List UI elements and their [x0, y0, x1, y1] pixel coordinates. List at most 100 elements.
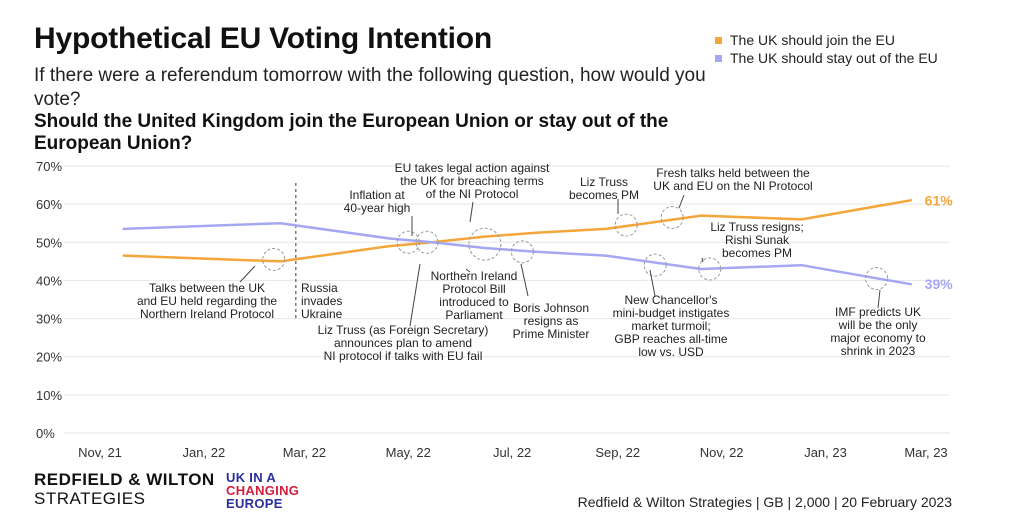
series-line-join — [122, 199, 912, 263]
legend-item-join: The UK should join the EU — [715, 31, 938, 49]
annotation-line: major economy to — [830, 331, 926, 345]
annotation-connector — [877, 289, 881, 309]
annotation-line: will be the only — [838, 318, 918, 332]
end-value-label: 39% — [925, 276, 954, 292]
y-tick-label: 10% — [36, 388, 62, 403]
chart-subtitle: If there were a referendum tomorrow with… — [34, 65, 706, 110]
y-tick-label: 60% — [36, 197, 62, 212]
data-point — [534, 231, 538, 234]
annotation-line: EU takes legal action against — [395, 161, 550, 175]
annotation-text-inflation: Inflation at 40-year high — [344, 188, 411, 215]
end-value-label: 61% — [925, 192, 954, 208]
data-point — [909, 199, 912, 202]
annotation-circle — [698, 257, 722, 281]
x-tick-label: Mar, 22 — [283, 445, 326, 460]
annotation-line: becomes PM — [722, 246, 792, 260]
y-tick-label: 20% — [36, 350, 62, 365]
data-point — [604, 227, 608, 231]
chart-title: Hypothetical EU Voting Intention — [34, 22, 493, 55]
x-tick-label: Jul, 22 — [493, 445, 531, 460]
legend-label-join: The UK should join the EU — [730, 32, 895, 48]
x-tick-label: Sep, 22 — [595, 445, 640, 460]
annotation-line: market turmoil; — [631, 319, 710, 333]
data-point — [122, 227, 126, 231]
x-tick-label: Jan, 22 — [183, 445, 226, 460]
annotation-circle — [510, 240, 534, 264]
annotation-line: Liz Truss — [580, 175, 628, 189]
annotation-line: introduced to — [439, 295, 509, 309]
annotation-line: and EU held regarding the — [137, 294, 277, 308]
annotation-text-sunak: Liz Truss resigns; Rishi Sunak becomes PM — [710, 220, 803, 260]
partner-line-1: UK IN A — [226, 470, 277, 485]
data-point — [122, 254, 126, 257]
x-tick-label: Jan, 23 — [804, 445, 847, 460]
annotation-line: Rishi Sunak — [725, 233, 790, 247]
annotation-text-truss_fs: Liz Truss (as Foreign Secretary) announce… — [318, 323, 489, 363]
annotation-line: New Chancellor's — [625, 293, 718, 307]
annotation-connector — [520, 263, 529, 297]
annotation-text-imf: IMF predicts UK will be the only major eco… — [830, 305, 926, 358]
annotation-circle — [660, 205, 684, 229]
annotation-line: Liz Truss (as Foreign Secretary) — [318, 323, 489, 337]
survey-question: Should the United Kingdom join the Europ… — [34, 111, 669, 154]
data-point — [699, 267, 703, 271]
annotation-line: shrink in 2023 — [841, 344, 916, 358]
annotation-line: low vs. USD — [638, 345, 704, 359]
annotation-connector — [409, 263, 421, 327]
annotation-circle — [865, 267, 889, 291]
data-point — [279, 260, 282, 263]
data-point — [279, 222, 282, 225]
annotation-text-minibudget: New Chancellor's mini-budget instigates ma… — [613, 293, 730, 359]
data-point — [534, 250, 538, 254]
annotation-line: Northern Ireland Protocol — [140, 307, 274, 321]
legend-swatch-stay — [715, 54, 722, 62]
brand-line-2: STRATEGIES — [34, 489, 146, 508]
data-point — [604, 254, 608, 257]
data-point — [388, 244, 391, 248]
partner-line-2: CHANGING — [226, 483, 300, 498]
data-point — [430, 241, 434, 244]
partner-logo: UK IN A CHANGING EUROPE — [226, 471, 299, 510]
annotation-text-talks: Talks between the UK and EU held regardin… — [137, 281, 277, 321]
data-point — [699, 214, 703, 217]
annotation-line: becomes PM — [569, 188, 639, 202]
annotation-circle — [396, 230, 420, 254]
annotation-line: Liz Truss resigns; — [710, 220, 803, 234]
annotation-line: Fresh talks held between the — [656, 166, 810, 180]
annotation-line: Northern Ireland — [431, 269, 518, 283]
data-point — [483, 235, 487, 238]
annotation-line: GBP reaches all-time — [614, 332, 727, 346]
annotation-text-johnson: Boris Johnson resigns as Prime Minister — [513, 301, 590, 341]
annotation-text-truss_pm: Liz Truss becomes PM — [569, 175, 639, 202]
annotation-line: Prime Minister — [513, 327, 590, 341]
annotation-circle — [614, 213, 638, 237]
annotation-line: resigns as — [524, 314, 579, 328]
annotation-connector — [239, 265, 256, 283]
data-point — [800, 218, 803, 221]
annotation-line: mini-budget instigates — [613, 306, 730, 320]
y-tick-label: 70% — [36, 159, 62, 174]
y-tick-label: 30% — [36, 312, 62, 327]
brand-logo: REDFIELD & WILTON STRATEGIES — [34, 470, 215, 508]
annotation-line: Inflation at — [349, 188, 405, 202]
annotation-line: Ukraine — [301, 307, 343, 321]
annotation-line: the UK for breaching terms — [400, 174, 543, 188]
annotation-connector — [465, 268, 471, 273]
annotation-line: NI protocol if talks with EU fail — [324, 349, 483, 363]
annotation-line: Talks between the UK — [149, 281, 265, 295]
x-tick-label: May, 22 — [386, 445, 431, 460]
y-tick-label: 0% — [36, 426, 55, 441]
data-point — [800, 263, 803, 267]
annotation-circle — [262, 247, 286, 271]
annotation-text-eu_legal: EU takes legal action against the UK for … — [395, 161, 550, 201]
annotation-circle — [415, 230, 439, 254]
annotation-line: invades — [301, 294, 342, 308]
annotation-text-russia: Russia invades Ukraine — [301, 281, 343, 321]
annotation-connector — [649, 269, 656, 297]
legend: The UK should join the EU The UK should … — [715, 31, 938, 67]
annotation-line: Boris Johnson — [513, 301, 589, 315]
legend-swatch-join — [715, 36, 722, 44]
annotation-connector — [469, 201, 474, 223]
annotation-line: 40-year high — [344, 201, 411, 215]
legend-label-stay: The UK should stay out of the EU — [730, 50, 938, 66]
